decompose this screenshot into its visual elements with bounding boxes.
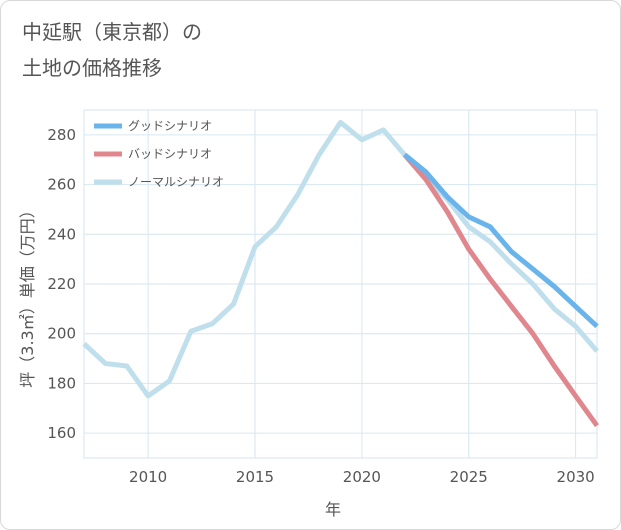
legend-label: ノーマルシナリオ [128,175,224,189]
y-tick-label: 260 [47,176,76,194]
y-tick-label: 220 [47,275,76,293]
chart-title-line-2: 土地の価格推移 [22,56,162,80]
x-axis-ticks: 2010 2015 2020 2025 2030 [129,468,595,486]
y-tick-label: 160 [47,424,76,442]
x-tick-label: 2020 [343,468,381,486]
x-tick-label: 2015 [236,468,274,486]
series-line-bad [402,153,600,428]
x-tick-label: 2010 [129,468,167,486]
y-tick-label: 240 [47,225,76,243]
grid [83,109,598,459]
chart-title-line-1: 中延駅（東京都）の [22,20,202,44]
legend-label: グッドシナリオ [128,119,212,133]
series-line-good [403,152,599,329]
y-tick-label: 200 [47,325,76,343]
x-tick-label: 2025 [450,468,488,486]
series-lines [82,119,600,428]
y-axis-ticks: 160 180 200 220 240 260 280 [47,126,76,442]
chart-title: 中延駅（東京都）の 土地の価格推移 [22,14,202,86]
legend-label: バッドシナリオ [128,147,212,161]
y-axis-label: 坪（3.3㎡）単価（万円） [18,202,37,387]
series-line-normal [82,119,599,399]
y-tick-label: 280 [47,126,76,144]
x-tick-label: 2030 [557,468,595,486]
x-axis-label: 年 [325,500,341,519]
y-tick-label: 180 [47,374,76,392]
